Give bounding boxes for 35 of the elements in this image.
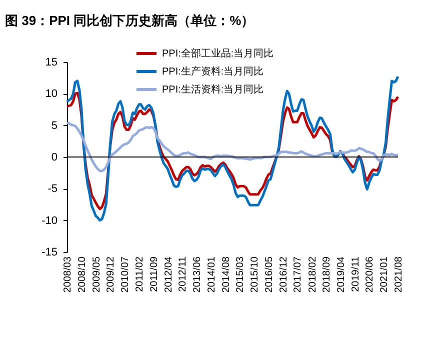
x-tick-label: 2012/11 [178,256,189,292]
x-tick-label: 2016/12 [278,256,290,293]
x-tick-label: 2012/04 [163,256,174,293]
legend-label: PPI:生产资料:当月同比 [162,66,264,78]
x-tick-label: 2019/11 [350,256,362,292]
x-tick-label: 2017/07 [292,256,304,293]
x-tick-label: 2020/06 [364,256,376,293]
x-tick-label: 2011/09 [148,256,160,292]
y-tick-label: 5 [51,120,58,132]
x-tick-label: 2009/05 [91,256,102,293]
x-tick-label: 2015/10 [250,256,261,293]
y-tick-label: -5 [48,183,58,196]
x-tick-label: 2021/08 [394,256,404,293]
chart-title: 图 39：PPI 同比创下历史新高（单位：%） [5,13,254,28]
x-tick-label: 2018/02 [307,256,318,293]
x-tick-label: 2008/10 [76,256,88,293]
x-tick-label: 2010/07 [120,256,132,293]
legend-label: PPI:生活资料:当月同比 [162,84,264,96]
x-tick-label: 2013/06 [192,256,204,293]
y-tick-label: -15 [42,246,58,258]
x-tick-label: 2021/01 [379,256,390,293]
y-tick-label: 15 [45,56,58,68]
x-tick-label: 2015/03 [235,256,246,293]
y-tick-label: 0 [51,152,58,164]
legend-label: PPI:全部工业品:当月同比 [162,48,274,60]
x-tick-label: 2011/02 [134,256,146,292]
x-tick-label: 2018/09 [322,256,333,293]
x-tick-label: 2014/08 [220,256,232,293]
x-tick-label: 2016/05 [264,256,275,293]
y-tick-label: 10 [45,88,58,100]
x-tick-label: 2019/04 [336,256,347,293]
y-tick-label: -10 [42,214,58,227]
x-tick-label: 2009/12 [106,256,117,293]
x-tick-label: 2008/03 [62,256,74,293]
x-tick-label: 2014/01 [206,256,218,293]
